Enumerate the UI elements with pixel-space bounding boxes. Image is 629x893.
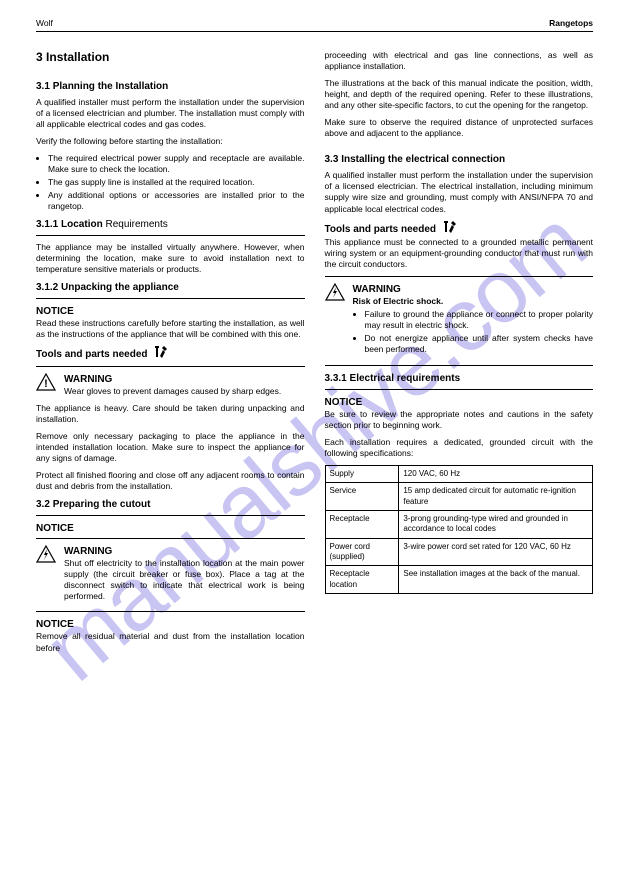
verify-list: The required electrical power supply and… — [48, 153, 305, 212]
content-columns: 3 Installation 3.1 Planning the Installa… — [36, 50, 593, 660]
svg-text:!: ! — [44, 378, 48, 390]
para-protect-floor: Protect all finished flooring and close … — [36, 470, 305, 492]
column-left: 3 Installation 3.1 Planning the Installa… — [36, 50, 305, 660]
warning-gloves: ! WARNING Wear gloves to prevent damages… — [36, 373, 305, 403]
para-distance: Make sure to observe the required distan… — [325, 117, 594, 139]
notice-label-3: NOTICE — [36, 618, 305, 631]
para-cont: proceeding with electrical and gas line … — [325, 50, 594, 72]
rule — [325, 365, 594, 366]
para-qualified: A qualified installer must perform the i… — [36, 97, 305, 130]
rule — [36, 515, 305, 516]
section-planning: 3.1 Planning the Installation — [36, 80, 305, 93]
notice-review: Be sure to review the appropriate notes … — [325, 409, 594, 431]
section-elec-req: 3.3.1 Electrical requirements — [325, 372, 594, 385]
warning-shutoff: WARNING Shut off electricity to the inst… — [36, 545, 305, 608]
header-product: Rangetops — [549, 18, 593, 29]
table-row: Receptacle 3-prong grounding-type wired … — [325, 510, 593, 538]
notice-label-4: NOTICE — [325, 396, 594, 409]
spec-table: Supply 120 VAC, 60 Hz Service 15 amp ded… — [325, 465, 594, 595]
para-location: The appliance may be installed virtually… — [36, 242, 305, 275]
para-dedicated: Each installation requires a dedicated, … — [325, 437, 594, 459]
tools-icon — [154, 346, 168, 363]
rule — [36, 298, 305, 299]
column-right: proceeding with electrical and gas line … — [325, 50, 594, 660]
rule — [36, 235, 305, 236]
notice-residual: Remove all residual material and dust fr… — [36, 631, 305, 653]
para-verify: Verify the following before starting the… — [36, 136, 305, 147]
section-installation: 3 Installation — [36, 50, 305, 66]
table-row: Service 15 amp dedicated circuit for aut… — [325, 483, 593, 511]
para-heavy: The appliance is heavy. Care should be t… — [36, 403, 305, 425]
para-illustrations: The illustrations at the back of this ma… — [325, 78, 594, 111]
rule — [325, 276, 594, 277]
notice-label: NOTICE — [36, 305, 305, 318]
bolt-icon — [36, 545, 56, 566]
header-brand: Wolf — [36, 18, 53, 29]
table-row: Supply 120 VAC, 60 Hz — [325, 465, 593, 482]
para-remove-pack: Remove only necessary packaging to place… — [36, 431, 305, 464]
section-cutout: 3.2 Preparing the cutout — [36, 498, 305, 511]
warning-shock: WARNING Risk of Electric shock. Failure … — [325, 283, 594, 361]
table-row: Power cord (supplied) 3-wire power cord … — [325, 538, 593, 566]
bolt-icon — [325, 283, 345, 304]
page-header: Wolf Rangetops — [36, 18, 593, 32]
rule — [325, 389, 594, 390]
section-location: 3.1.1 Location Requirements — [36, 218, 305, 231]
rule — [36, 611, 305, 612]
warning-icon: ! — [36, 373, 56, 394]
rule — [36, 538, 305, 539]
rule — [36, 366, 305, 367]
tools-needed-label: Tools and parts needed — [36, 346, 305, 363]
section-electrical: 3.3 Installing the electrical connection — [325, 153, 594, 166]
table-row: Receptacle location See installation ima… — [325, 566, 593, 594]
tools-needed-label-2: Tools and parts needed — [325, 221, 594, 238]
para-elec-qualified: A qualified installer must perform the i… — [325, 170, 594, 214]
notice-read: Read these instructions carefully before… — [36, 318, 305, 340]
section-unpacking: 3.1.2 Unpacking the appliance — [36, 281, 305, 294]
notice-label-2: NOTICE — [36, 522, 305, 535]
para-grounded: This appliance must be connected to a gr… — [325, 237, 594, 270]
tools-icon — [443, 221, 457, 238]
